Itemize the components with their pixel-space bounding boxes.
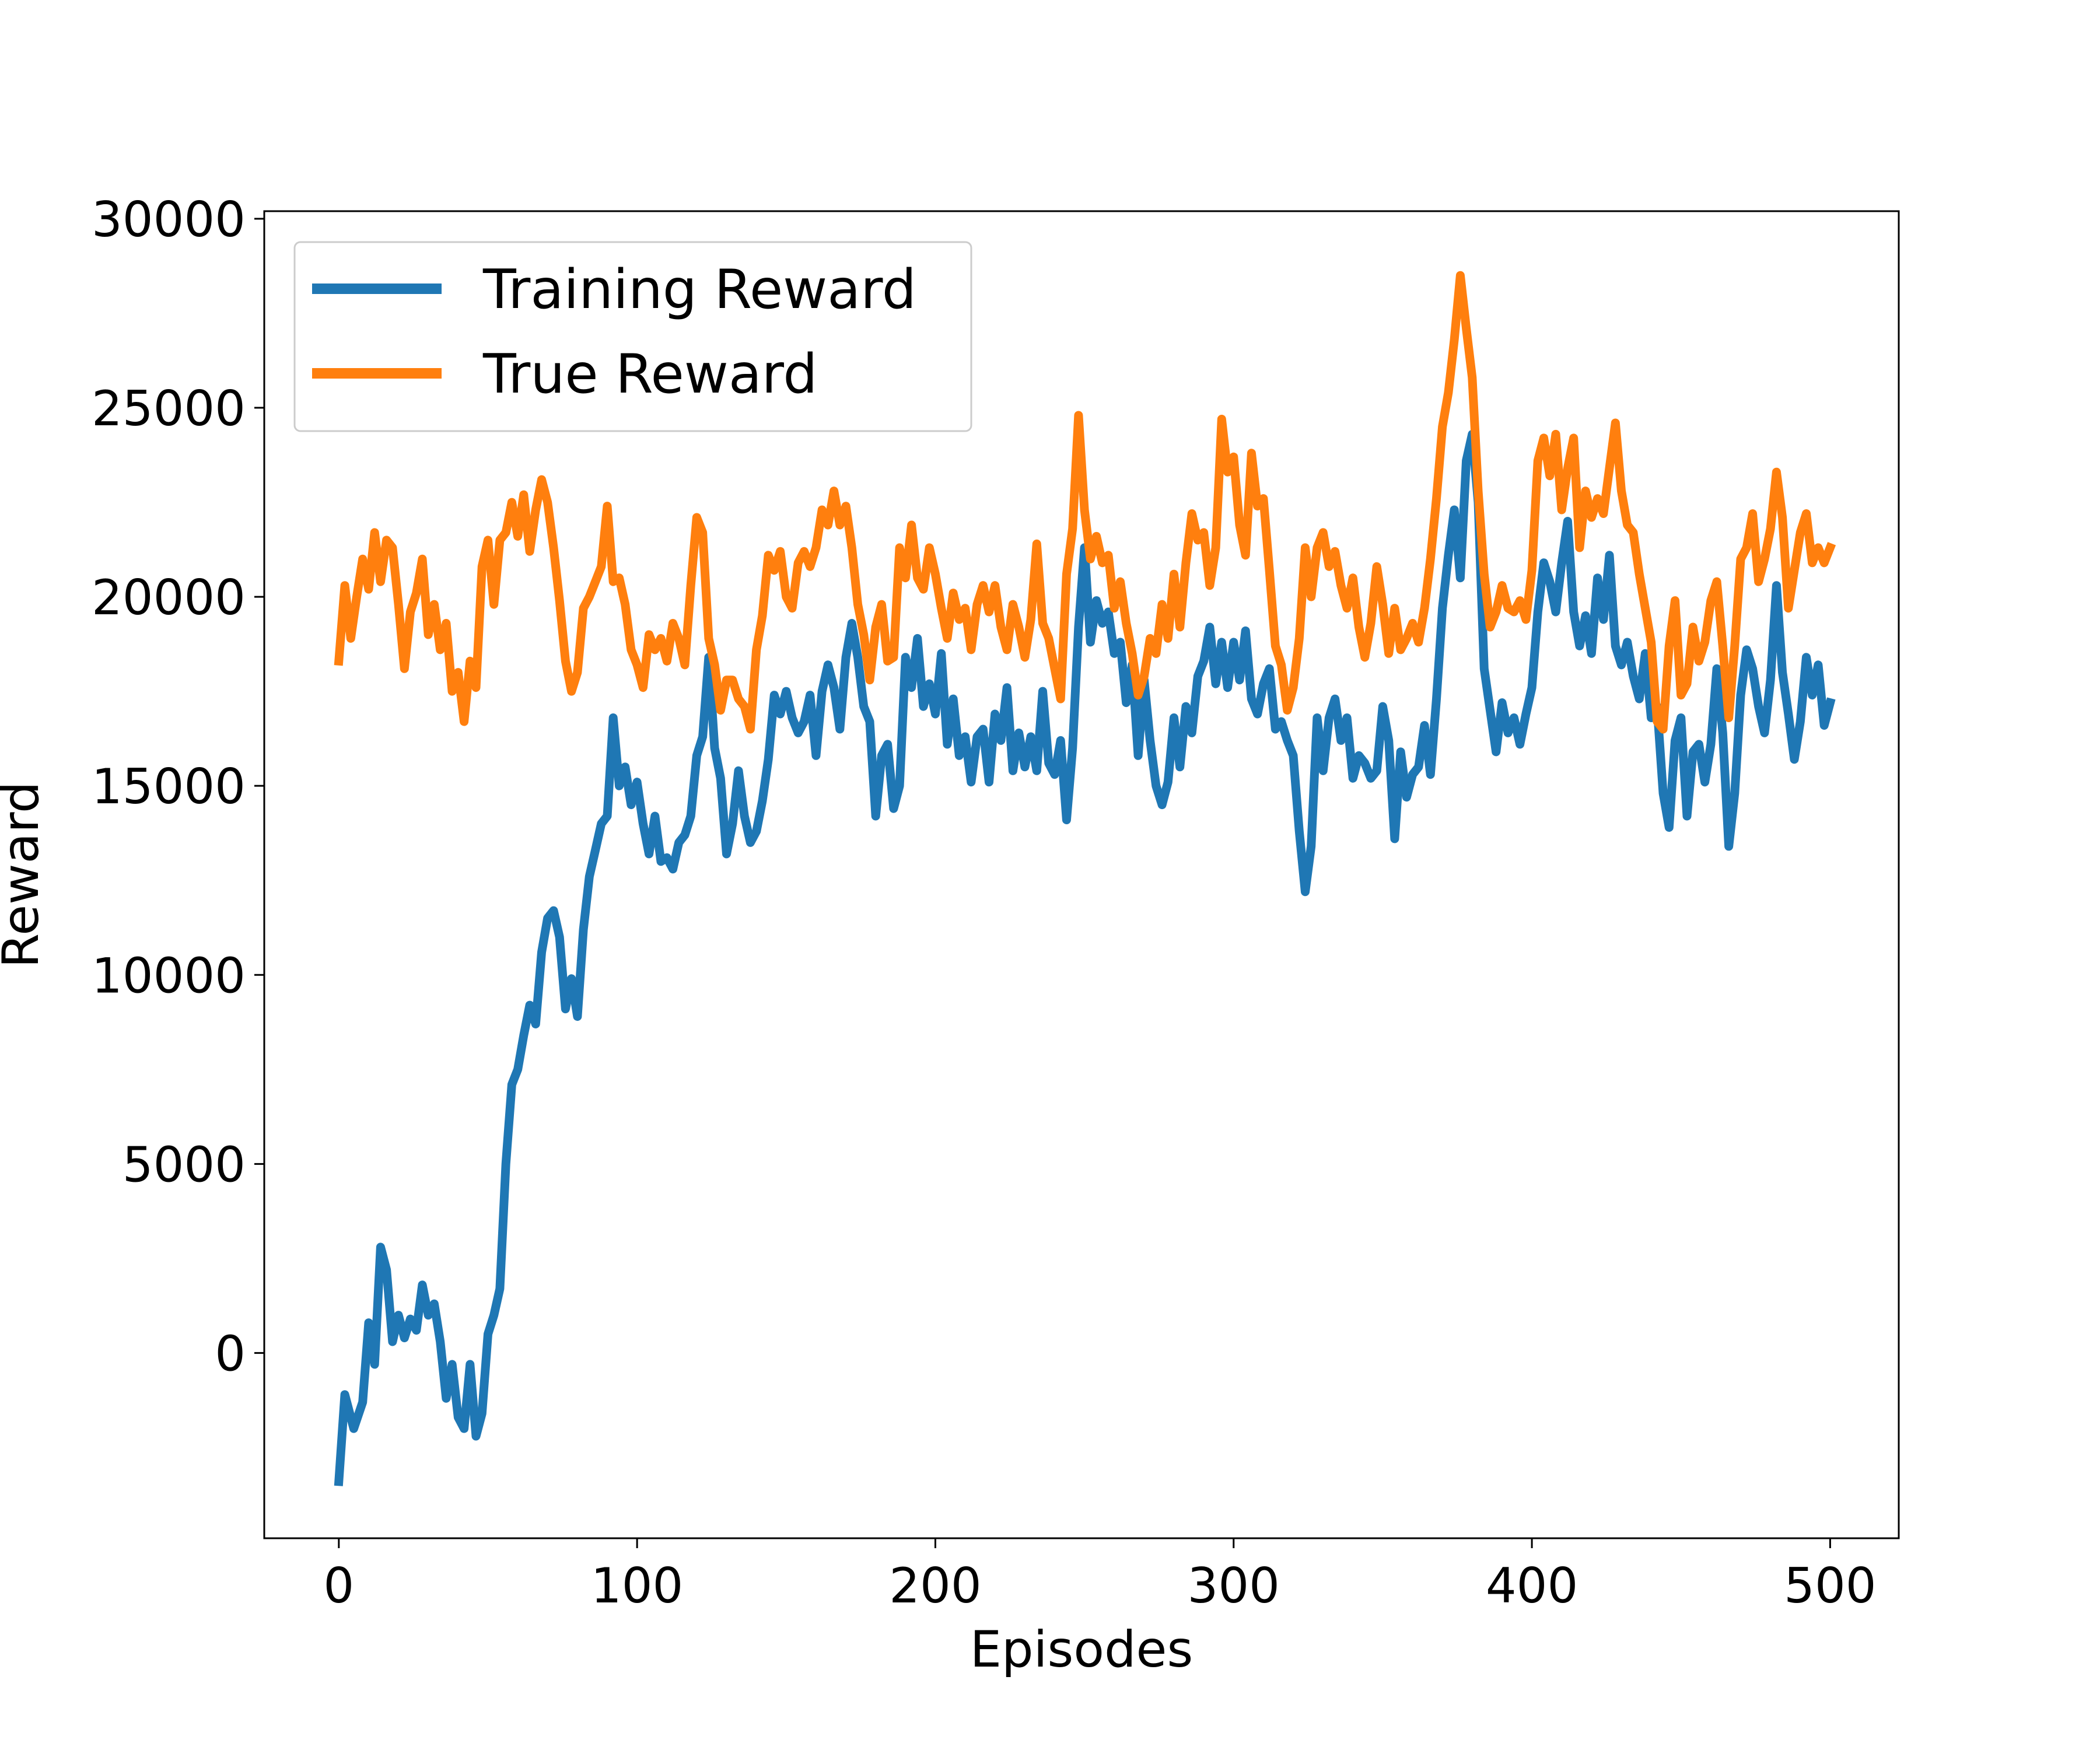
- x-tick-label: 100: [591, 1558, 683, 1614]
- x-axis-label: Episodes: [970, 1620, 1194, 1679]
- series-line-true-reward: [334, 271, 1836, 734]
- y-tick-label: 30000: [92, 191, 246, 248]
- x-axis: 0 100 200 300 400 500: [323, 1538, 1877, 1614]
- legend-box: [293, 241, 972, 432]
- y-tick-label: 10000: [92, 947, 246, 1004]
- plot-frame: [263, 210, 1900, 1539]
- x-tick-label: 500: [1784, 1558, 1876, 1614]
- y-tick-label: 25000: [92, 380, 246, 437]
- x-tick-label: 200: [889, 1558, 981, 1614]
- x-tick-label: 400: [1486, 1558, 1578, 1614]
- series-layer: [334, 271, 1836, 1486]
- y-axis: 0 5000 10000 15000 20000 25000 30000: [92, 191, 264, 1382]
- y-tick-label: 5000: [123, 1136, 246, 1193]
- x-tick-label: 300: [1188, 1558, 1280, 1614]
- x-tick-label: 0: [323, 1558, 354, 1614]
- y-axis-label: Reward: [0, 781, 50, 968]
- series-line-training-reward: [334, 429, 1836, 1486]
- y-tick-label: 15000: [92, 758, 246, 815]
- legend-label-training-reward: Training Reward: [482, 258, 916, 321]
- legend-label-true-reward: True Reward: [482, 342, 817, 405]
- y-tick-label: 0: [215, 1325, 246, 1382]
- legend: Training Reward True Reward: [293, 241, 972, 432]
- y-tick-label: 20000: [92, 569, 246, 626]
